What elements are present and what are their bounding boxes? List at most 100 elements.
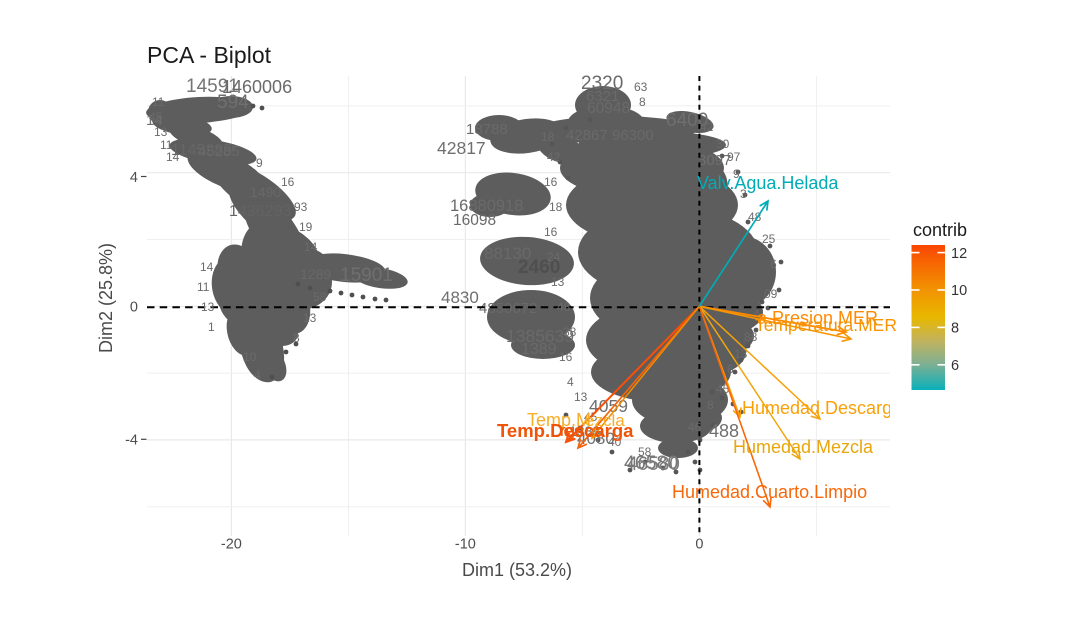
svg-text:15901: 15901 <box>340 265 393 286</box>
svg-text:4: 4 <box>254 368 261 382</box>
svg-text:16880918: 16880918 <box>450 197 523 215</box>
svg-text:-4: -4 <box>125 433 138 449</box>
svg-text:-20: -20 <box>221 537 242 553</box>
svg-text:1385639: 1385639 <box>506 326 574 346</box>
svg-text:46580: 46580 <box>627 454 680 475</box>
svg-text:58: 58 <box>638 445 652 459</box>
svg-text:18: 18 <box>541 130 555 144</box>
svg-text:88130: 88130 <box>484 244 531 263</box>
svg-text:Valv.Agua.Helada: Valv.Agua.Helada <box>697 173 839 193</box>
svg-text:11: 11 <box>197 280 210 294</box>
svg-text:1460006: 1460006 <box>222 77 292 97</box>
svg-text:rga: rga <box>560 421 585 440</box>
svg-text:60948: 60948 <box>587 100 630 117</box>
svg-text:38: 38 <box>563 325 577 339</box>
svg-text:488: 488 <box>709 421 739 441</box>
svg-text:13: 13 <box>154 125 168 139</box>
svg-text:6321: 6321 <box>586 88 619 105</box>
svg-text:Temperatura.MER: Temperatura.MER <box>755 315 897 335</box>
svg-text:3: 3 <box>740 187 747 201</box>
svg-text:45: 45 <box>716 382 730 396</box>
svg-text:13: 13 <box>734 347 748 361</box>
svg-text:46580: 46580 <box>624 452 678 474</box>
svg-text:6400: 6400 <box>666 110 708 131</box>
svg-text:24: 24 <box>547 250 561 264</box>
svg-text:19: 19 <box>299 220 313 234</box>
svg-text:Temp.M: Temp.M <box>527 410 591 430</box>
svg-text:4830: 4830 <box>441 288 479 307</box>
svg-text:45285: 45285 <box>198 143 240 160</box>
svg-text:Humedad.Mezcla: Humedad.Mezcla <box>733 437 874 457</box>
svg-text:3097: 3097 <box>698 152 731 169</box>
svg-text:Humedad.Cuarto.Limpio: Humedad.Cuarto.Limpio <box>672 482 867 502</box>
svg-text:18788: 18788 <box>466 121 508 138</box>
svg-text:48: 48 <box>557 300 571 314</box>
svg-text:46: 46 <box>688 420 702 434</box>
svg-text:1389: 1389 <box>521 341 557 358</box>
svg-text:PCA - Biplot: PCA - Biplot <box>147 42 272 68</box>
svg-text:a.Presion.MER: a.Presion.MER <box>757 308 878 328</box>
svg-text:2460: 2460 <box>518 257 560 278</box>
svg-text:4850672: 4850672 <box>479 300 537 317</box>
svg-text:1: 1 <box>208 320 215 334</box>
svg-text:14: 14 <box>200 260 214 274</box>
svg-text:14: 14 <box>166 150 180 164</box>
svg-text:42817: 42817 <box>437 138 486 158</box>
svg-text:8: 8 <box>951 321 959 337</box>
svg-text:40: 40 <box>608 435 622 449</box>
svg-text:Dim2 (25.8%): Dim2 (25.8%) <box>96 243 116 353</box>
svg-text:88: 88 <box>744 330 758 344</box>
svg-text:13: 13 <box>303 311 317 325</box>
svg-text:6: 6 <box>951 358 959 374</box>
svg-text:97: 97 <box>727 150 741 164</box>
svg-text:18: 18 <box>549 200 563 214</box>
svg-text:9: 9 <box>733 167 740 181</box>
svg-text:0: 0 <box>695 537 703 553</box>
svg-text:4080: 4080 <box>577 429 615 448</box>
svg-text:2320: 2320 <box>581 73 623 94</box>
svg-text:1145285: 1145285 <box>171 142 232 159</box>
svg-text:16: 16 <box>559 350 573 364</box>
svg-text:96300: 96300 <box>612 127 654 144</box>
svg-text:13: 13 <box>574 390 588 404</box>
svg-text:4: 4 <box>753 307 760 321</box>
svg-text:10: 10 <box>951 283 967 299</box>
svg-text:11: 11 <box>152 95 165 109</box>
svg-text:48: 48 <box>748 210 762 224</box>
svg-text:13: 13 <box>201 300 215 314</box>
svg-text:6: 6 <box>727 362 734 376</box>
svg-text:1436293: 1436293 <box>229 203 291 220</box>
svg-text:Temp.Descarga: Temp.Descarga <box>497 420 634 441</box>
svg-text:42867: 42867 <box>566 127 608 144</box>
svg-text:Humedad.Descarga: Humedad.Descarga <box>742 398 903 418</box>
svg-text:42: 42 <box>547 150 561 164</box>
svg-text:594: 594 <box>217 92 249 113</box>
svg-text:16: 16 <box>544 225 558 239</box>
svg-text:58: 58 <box>313 290 327 304</box>
svg-text:8: 8 <box>707 398 714 412</box>
svg-text:1289: 1289 <box>300 266 331 282</box>
svg-text:63: 63 <box>634 80 648 94</box>
svg-text:8: 8 <box>293 331 300 345</box>
svg-text:09: 09 <box>764 287 778 301</box>
svg-text:contrib: contrib <box>913 220 967 240</box>
svg-text:6: 6 <box>770 257 777 271</box>
svg-text:93: 93 <box>294 200 308 214</box>
svg-text:9: 9 <box>256 156 263 170</box>
svg-text:16: 16 <box>544 175 558 189</box>
svg-text:0: 0 <box>130 300 138 316</box>
svg-text:45: 45 <box>149 110 163 124</box>
svg-text:4: 4 <box>130 170 138 186</box>
svg-text:30: 30 <box>716 137 730 151</box>
svg-text:1490: 1490 <box>250 184 281 200</box>
svg-text:14: 14 <box>146 112 163 129</box>
svg-text:16098: 16098 <box>453 212 496 229</box>
svg-text:42: 42 <box>700 120 714 134</box>
svg-text:Dim1 (53.2%): Dim1 (53.2%) <box>462 560 572 580</box>
svg-text:16: 16 <box>281 175 295 189</box>
svg-text:12: 12 <box>951 246 967 262</box>
svg-text:-10: -10 <box>455 537 476 553</box>
svg-text:4: 4 <box>567 375 574 389</box>
svg-text:8: 8 <box>639 95 646 109</box>
svg-text:25: 25 <box>762 232 776 246</box>
